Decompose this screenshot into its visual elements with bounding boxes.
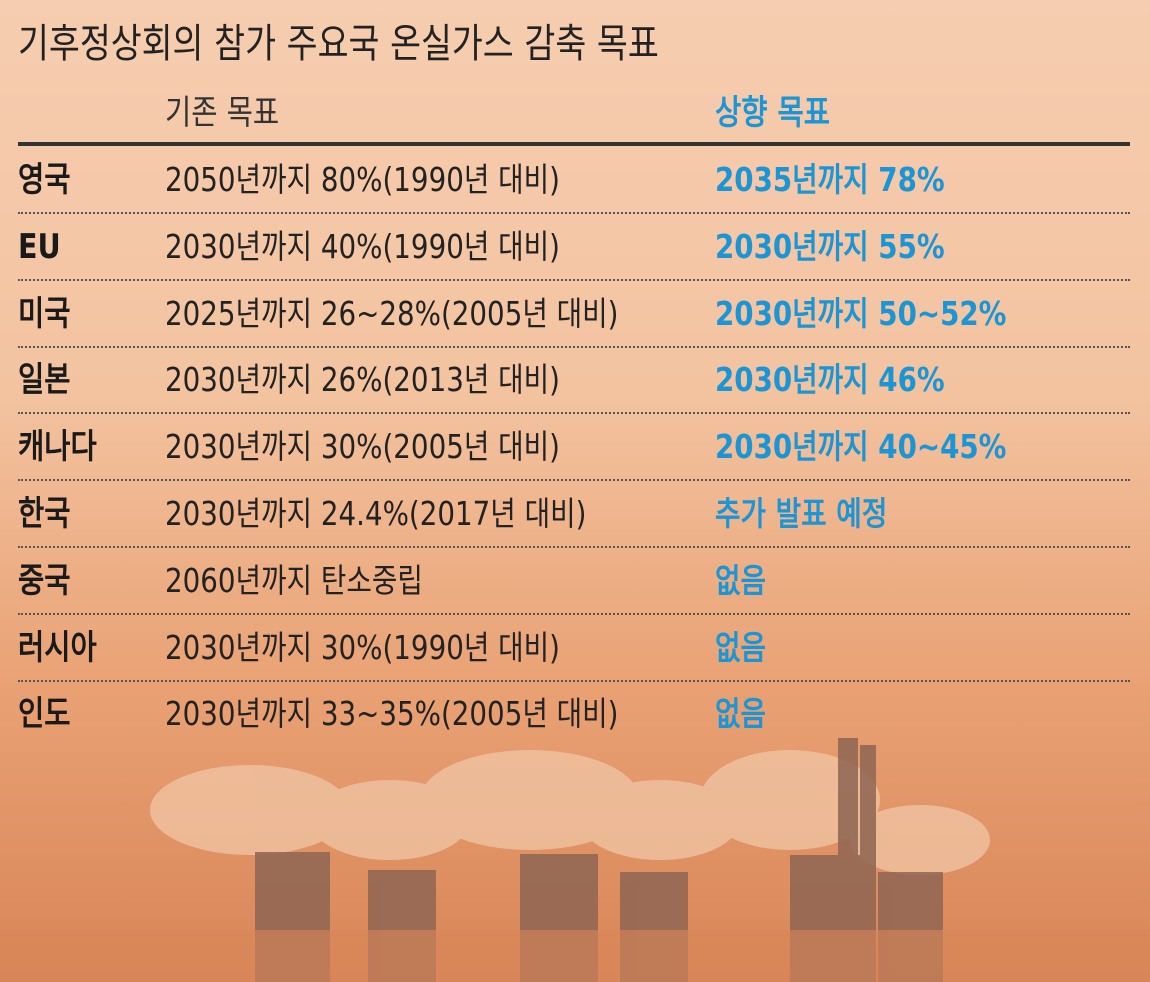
column-header: 상향 목표 [715,93,831,133]
existing-target: 2060년까지 탄소중립 [165,560,423,600]
existing-target: 2030년까지 30%(1990년 대비) [165,627,560,667]
raised-target: 2035년까지 78% [715,160,945,199]
country: 일본 [18,360,71,401]
country: 한국 [18,494,71,534]
row-divider [18,679,1130,682]
country: 러시아 [18,627,97,668]
row-divider [18,212,1130,214]
existing-target: 2030년까지 33~35%(2005년 대비) [165,694,619,734]
header-rule [18,142,1130,146]
raised-target: 2030년까지 40~45% [715,427,1007,467]
raised-target: 없음 [715,560,767,600]
raised-target: 없음 [715,627,767,667]
country: 영국 [18,160,71,200]
country: 캐나다 [18,427,97,468]
row-divider [18,412,1130,415]
existing-target: 2030년까지 40%(1990년 대비) [165,226,560,266]
existing-target: 2030년까지 30%(2005년 대비) [165,427,560,467]
existing-target: 2030년까지 26%(2013년 대비) [165,360,560,400]
row-divider [18,278,1130,281]
raised-target: 2030년까지 50~52% [715,293,1007,333]
country: EU [18,226,61,267]
title: 기후정상회의 참가 주요국 온실가스 감축 목표 [18,21,659,67]
existing-target: 2025년까지 26~28%(2005년 대비) [165,293,619,333]
row-divider [18,612,1130,615]
country: 인도 [18,694,71,735]
raised-target: 2030년까지 46% [715,360,945,400]
row-divider [18,546,1130,548]
raised-target: 추가 발표 예정 [715,494,888,533]
row-divider [18,479,1130,482]
existing-target: 2030년까지 24.4%(2017년 대비) [165,494,587,533]
raised-target: 없음 [715,694,767,734]
raised-target: 2030년까지 55% [715,226,945,266]
country: 미국 [18,293,71,334]
existing-target: 2050년까지 80%(1990년 대비) [165,160,560,199]
column-header: 기존 목표 [165,93,280,133]
row-divider [18,345,1130,348]
country: 중국 [18,560,71,601]
